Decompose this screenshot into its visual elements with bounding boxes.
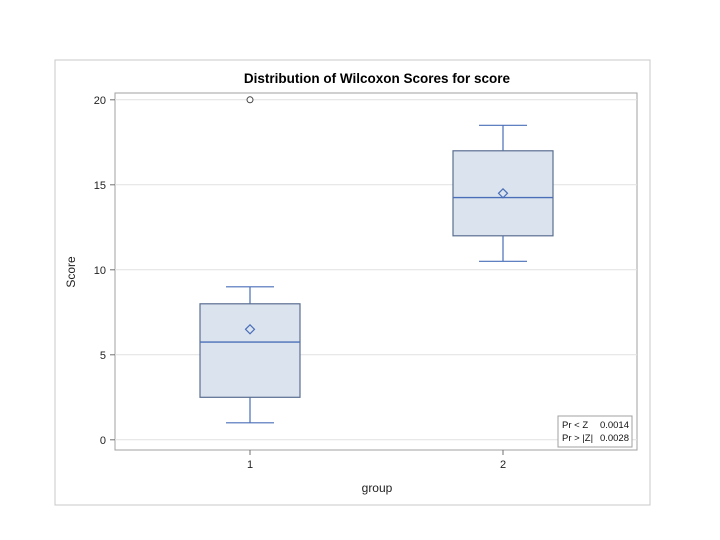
chart-title: Distribution of Wilcoxon Scores for scor… [244,71,511,86]
box-group-1 [199,96,301,424]
stat-label-pr-gt-absz: Pr > |Z| [562,433,593,444]
stats-inset: Pr < Z 0.0014 Pr > |Z| 0.0028 [557,415,633,448]
stat-value-pr-gt-absz: 0.0028 [600,433,629,444]
x-tick-label: 1 [247,459,253,471]
y-axis-label: Score [64,256,78,288]
stats-inset-box [557,415,633,448]
y-tick-label: 10 [94,265,106,277]
y-tick-label: 20 [94,95,106,107]
y-tick-label: 5 [100,350,106,362]
y-tick-label: 0 [100,435,106,447]
outlier-point [246,96,254,104]
x-axis-label: group [362,481,393,495]
stat-label-pr-lt-z: Pr < Z [562,420,588,431]
y-tick-label: 15 [94,180,106,192]
box-plots [199,96,554,424]
y-axis: 0 5 10 15 20 [94,95,115,447]
plot-area [114,92,638,451]
mean-marker [497,187,509,199]
box-group-2 [452,124,554,262]
mean-marker [244,323,256,335]
iqr-box [452,150,554,237]
x-tick-label: 2 [500,459,506,471]
iqr-box [199,303,301,398]
stat-value-pr-lt-z: 0.0014 [600,420,629,431]
